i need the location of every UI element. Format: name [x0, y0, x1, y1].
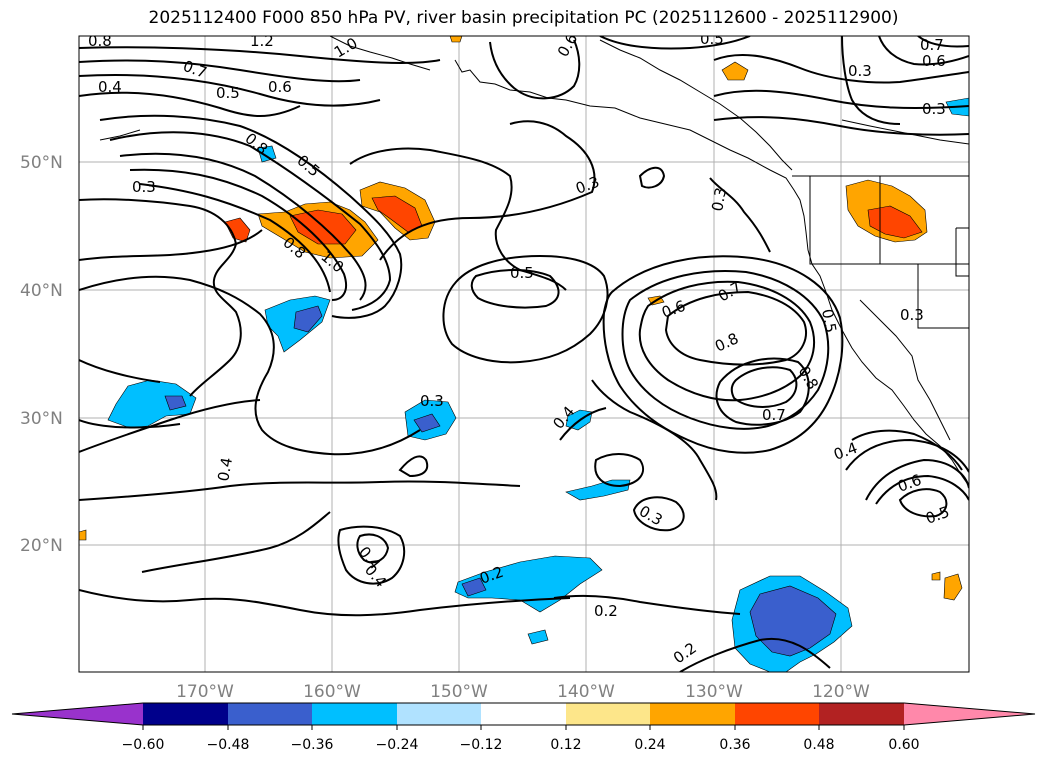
contour-label: 0.4 — [214, 456, 236, 483]
lon-label: 150°W — [430, 682, 488, 702]
colorbar-segment — [312, 703, 397, 725]
pv-contours — [79, 36, 969, 672]
precip-negative-area — [454, 555, 603, 613]
colorbar-segment — [228, 703, 312, 725]
longitude-labels: 170°W 160°W 150°W 140°W 130°W 120°W — [176, 682, 870, 702]
colorbar-tick-label: 0.36 — [719, 737, 750, 753]
precip-negative-core — [293, 305, 323, 333]
colorbar-tick-label: −0.12 — [460, 737, 503, 753]
lat-label: 30°N — [20, 409, 63, 429]
precip-negative-core — [461, 577, 487, 597]
contour-label: 0.8 — [88, 32, 112, 50]
colorbar-segment — [650, 703, 735, 725]
precip-positive-area — [449, 36, 463, 43]
map-frame — [78, 35, 970, 673]
contour-label: 1.2 — [250, 32, 274, 50]
coastlines — [99, 36, 969, 487]
precip-positive-area — [79, 529, 87, 541]
colorbar-tick-label: 0.12 — [550, 737, 581, 753]
lon-label: 120°W — [812, 682, 870, 702]
lon-label: 140°W — [557, 682, 615, 702]
contour-label: 0.6 — [922, 52, 946, 70]
colorbar-tick-label: 0.48 — [803, 737, 834, 753]
contour-label: 0.4 — [98, 78, 122, 96]
contour-label: 0.2 — [594, 602, 618, 620]
colorbar-segment — [566, 703, 650, 725]
colorbar: −0.60 −0.48 −0.36 −0.24 −0.12 0.12 0.24 … — [11, 702, 1036, 753]
colorbar-segment — [819, 703, 904, 725]
precip-positive-area — [943, 573, 963, 601]
contour-label: 0.6 — [268, 78, 292, 96]
contour-label: 0.7 — [762, 406, 786, 424]
precip-positive-core — [867, 205, 923, 239]
lat-label: 50°N — [20, 153, 63, 173]
colorbar-ticks — [142, 725, 905, 730]
precip-negative-area — [257, 145, 277, 163]
contour-label: 0.5 — [216, 84, 240, 102]
colorbar-tick-label: 0.24 — [634, 737, 665, 753]
precip-negative-core — [413, 413, 441, 433]
contour-label: 0.3 — [132, 178, 156, 196]
map-title: 2025112400 F000 850 hPa PV, river basin … — [148, 8, 899, 28]
lon-label: 130°W — [685, 682, 743, 702]
contour-label: 0.3 — [900, 306, 924, 324]
precip-negative-area — [107, 379, 197, 429]
colorbar-extend-low — [12, 703, 143, 725]
contour-label: 0.3 — [922, 100, 946, 118]
colorbar-tick-label: −0.36 — [291, 737, 334, 753]
colorbar-tick-label: −0.24 — [376, 737, 419, 753]
colorbar-segment — [735, 703, 819, 725]
contour-label: 0.5 — [700, 30, 724, 48]
precip-positive-area — [224, 217, 251, 243]
lon-label: 170°W — [176, 682, 234, 702]
colorbar-segment — [143, 703, 228, 725]
precip-positive-area — [931, 571, 941, 581]
latitude-labels: 50°N 40°N 30°N 20°N — [20, 153, 63, 556]
colorbar-tick-label: −0.48 — [207, 737, 250, 753]
colorbar-extend-high — [904, 703, 1035, 725]
colorbar-segment — [397, 703, 481, 725]
contour-label: 0.7 — [920, 36, 944, 54]
precip-positive-area — [721, 61, 749, 81]
precip-negative-core — [164, 395, 187, 411]
colorbar-segment — [481, 703, 566, 725]
contour-label: 0.5 — [818, 308, 840, 335]
lat-label: 20°N — [20, 536, 63, 556]
lat-label: 40°N — [20, 281, 63, 301]
contour-label: 0.3 — [848, 62, 872, 80]
colorbar-tick-label: 0.60 — [888, 737, 919, 753]
colorbar-tick-label: −0.60 — [122, 737, 165, 753]
contour-label: 0.5 — [510, 264, 534, 282]
precip-negative-area — [527, 629, 549, 645]
contour-label: 0.3 — [708, 186, 730, 213]
lon-label: 160°W — [303, 682, 361, 702]
contour-label: 0.3 — [420, 392, 444, 410]
